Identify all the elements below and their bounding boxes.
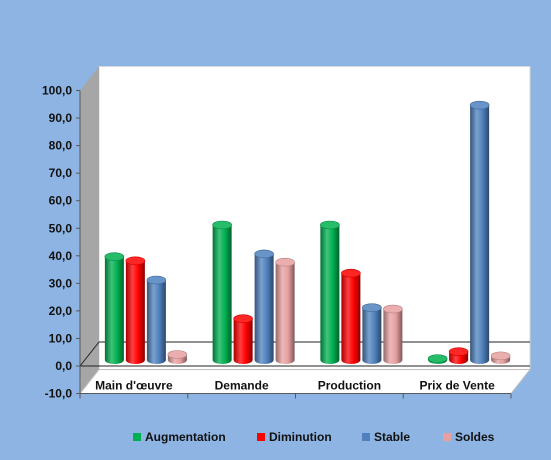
bar-top	[341, 268, 361, 278]
bar-diminution-demande	[233, 314, 253, 364]
bar-bottom	[233, 356, 253, 364]
zero-line-depth	[79, 341, 100, 367]
bar-diminution-prix-de-vente	[448, 347, 469, 364]
x-category-label: Demande	[215, 379, 269, 393]
bar-bottom	[470, 356, 490, 364]
bar-body	[104, 256, 124, 360]
bar-body	[254, 253, 274, 360]
legend-item-soldes: Soldes	[443, 430, 495, 444]
y-tick-label: 0,0	[55, 359, 72, 373]
bar-top	[320, 220, 340, 230]
y-axis: -10,0 0,0 10,0 20,0 30,0 40,0 50,0 60,0 70,0 80,0…	[42, 84, 81, 401]
bar-top	[254, 249, 274, 259]
bar-stable-demande	[254, 249, 274, 364]
bar-bottom	[362, 356, 382, 364]
bar-top	[212, 220, 232, 230]
y-tick-label: 80,0	[49, 139, 73, 153]
bar-top	[167, 350, 188, 359]
bar-diminution-production	[341, 268, 361, 364]
y-tick-label: 100,0	[42, 84, 72, 98]
bar-bottom	[275, 356, 295, 364]
bar-top	[362, 303, 382, 312]
bar-body	[470, 105, 490, 360]
y-tick-label: -10,0	[45, 387, 73, 401]
bar-soldes-prix-de-vente	[490, 351, 511, 364]
legend-label: Augmentation	[145, 430, 226, 444]
bar-augmentation-production	[320, 220, 340, 364]
bar-top	[490, 351, 511, 361]
x-category-label: Main d'œuvre	[95, 379, 173, 393]
y-tick-label: 70,0	[49, 166, 73, 180]
bar-stable-main-d-oeuvre	[146, 275, 167, 364]
bar-bottom	[212, 356, 232, 364]
legend-item-augmentation: Augmentation	[133, 430, 226, 444]
bar-body	[125, 260, 145, 360]
bar-top	[104, 252, 125, 261]
bar-top	[383, 304, 403, 314]
legend-swatch	[362, 433, 370, 441]
bar-top	[125, 256, 146, 266]
bar-bottom	[146, 356, 166, 364]
bar-bottom	[320, 356, 340, 364]
bar-top	[469, 100, 490, 110]
x-category-label: Prix de Vente	[419, 379, 495, 393]
bar-stable-prix-de-vente	[469, 100, 490, 364]
bar-body	[212, 225, 232, 360]
bar-soldes-production	[383, 304, 403, 364]
legend-item-diminution: Diminution	[257, 430, 332, 444]
y-tick-label: 50,0	[49, 221, 73, 235]
bar-body	[383, 309, 403, 360]
bar-soldes-main-d-oeuvre	[167, 350, 188, 364]
bar-bottom	[341, 356, 361, 364]
bar-top	[448, 347, 469, 357]
bar-augmentation-demande	[212, 220, 232, 364]
bar-body	[341, 273, 361, 360]
bar-top	[275, 257, 295, 267]
bar-bottom	[104, 356, 124, 364]
bar-body	[320, 225, 340, 360]
bar-body	[146, 280, 166, 360]
legend-label: Stable	[374, 430, 410, 444]
y-tick-label: 20,0	[49, 304, 73, 318]
x-category-label: Production	[318, 379, 381, 393]
bar-bottom	[449, 356, 469, 364]
y-tick-label: 30,0	[49, 276, 73, 290]
legend-label: Soldes	[455, 430, 495, 444]
bar-top	[233, 314, 253, 323]
legend-swatch	[257, 433, 265, 441]
plot-side-wall	[80, 66, 99, 394]
bar-stable-production	[362, 303, 382, 364]
bar-top	[146, 275, 167, 285]
bar-body	[362, 307, 382, 360]
bar-bottom	[383, 356, 403, 364]
legend-swatch	[443, 433, 451, 441]
bar-augmentation-main-d-oeuvre	[104, 252, 125, 364]
legend-label: Diminution	[269, 430, 332, 444]
plot-walls	[78, 66, 532, 395]
legend-item-stable: Stable	[362, 430, 410, 444]
bar-augmentation-prix-de-vente	[427, 354, 448, 364]
legend: Augmentation Diminution Stable Soldes	[133, 430, 495, 444]
bar-top	[427, 354, 448, 363]
bar-diminution-main-d-oeuvre	[125, 256, 146, 364]
bars	[104, 100, 511, 364]
x-axis: Main d'œuvre Demande Production Prix de Ven…	[79, 379, 512, 399]
bar-bottom	[125, 356, 145, 364]
y-tick-label: 60,0	[49, 194, 73, 208]
bar-bottom	[254, 356, 274, 364]
y-tick-label: 40,0	[49, 249, 73, 263]
bar-body	[233, 318, 253, 360]
bar-body	[275, 262, 295, 360]
y-tick-label: 90,0	[49, 111, 73, 125]
bar-soldes-demande	[275, 257, 295, 364]
y-tick-label: 10,0	[49, 331, 73, 345]
legend-swatch	[133, 433, 141, 441]
